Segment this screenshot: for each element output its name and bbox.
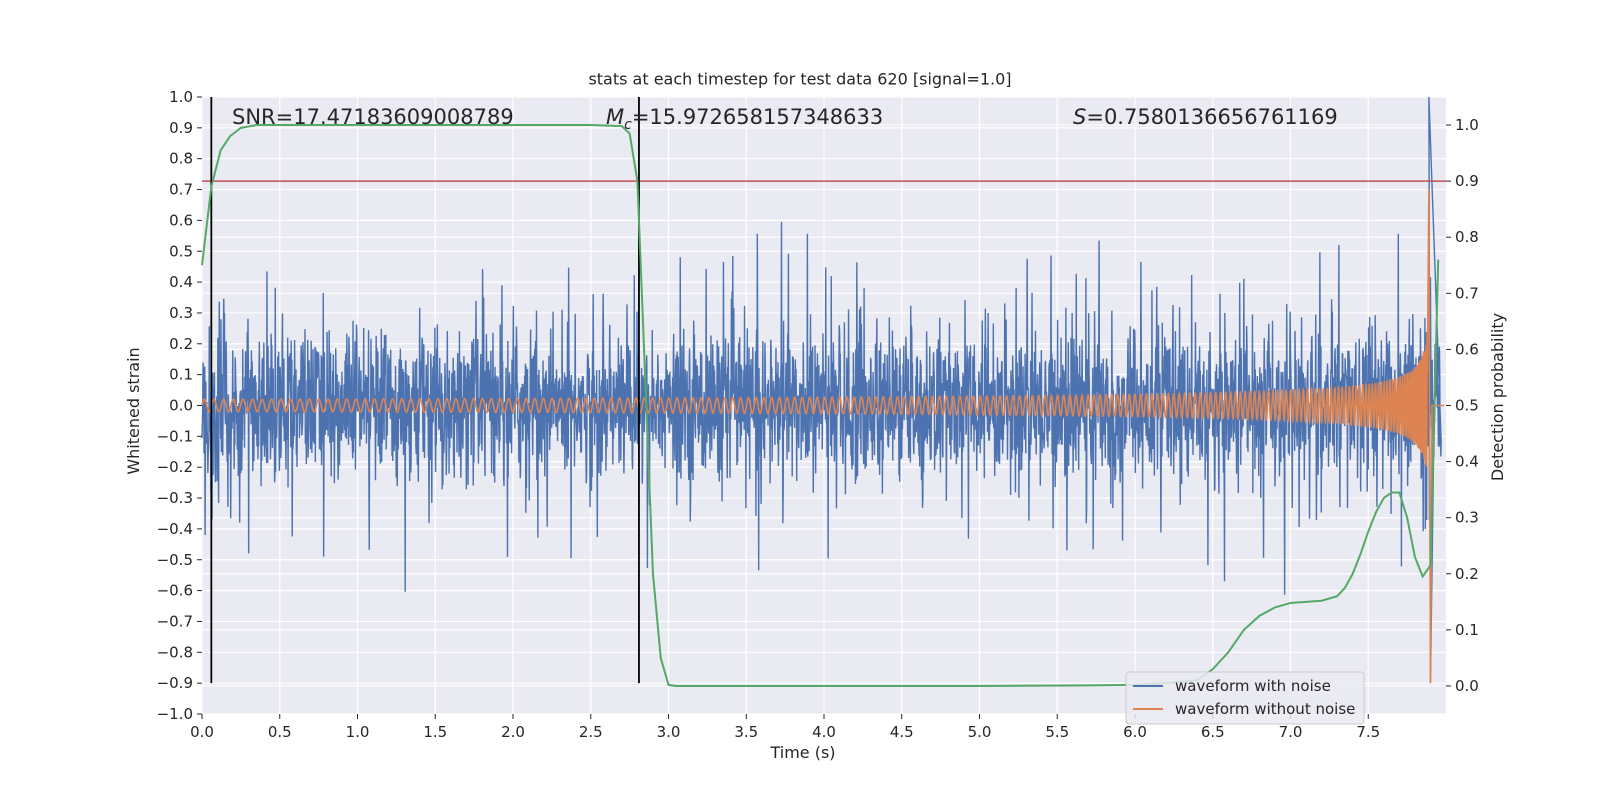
s-annotation: S=0.7580136656761169 [1073,105,1338,129]
x-tick-label: 1.5 [423,723,447,741]
y2-tick-label: 0.2 [1455,565,1479,583]
chirp-mass-annotation: Mc=15.972658157348633 [606,105,883,133]
x-tick-label: 3.0 [657,723,681,741]
s-value: =0.7580136656761169 [1086,105,1337,129]
x-tick-label: 4.5 [890,723,914,741]
x-tick-label: 0.5 [268,723,292,741]
y-tick-label: −0.5 [157,551,193,569]
y-tick-label: 0.5 [169,242,193,260]
y-tick-label: 0.4 [169,273,193,291]
x-tick-label: 6.0 [1123,723,1147,741]
y2-axis-label: Detection probability [1488,313,1507,481]
y-tick-label: −0.3 [157,489,193,507]
y2-tick-label: 0.4 [1455,453,1479,471]
y-tick-label: 0.6 [169,211,193,229]
y-axis-label: Whitened strain [124,347,143,474]
y-tick-label: −0.7 [157,612,193,630]
y2-tick-label: 1.0 [1455,116,1479,134]
y2-tick-label: 0.3 [1455,509,1479,527]
y2-tick-label: 0.0 [1455,677,1479,695]
x-tick-label: 3.5 [734,723,758,741]
y-tick-label: 1.0 [169,88,193,106]
series-waveform-with-noise [201,96,1442,684]
chart-title: stats at each timestep for test data 620… [588,70,1011,89]
x-tick-label: 6.5 [1201,723,1225,741]
x-tick-label: 5.5 [1045,723,1069,741]
y-tick-label: −0.2 [157,458,193,476]
x-tick-label: 0.0 [190,723,214,741]
y-tick-label: −0.1 [157,427,193,445]
chirp-mass-value: =15.972658157348633 [632,105,883,129]
y-tick-label: −0.4 [157,520,193,538]
y-tick-label: −1.0 [157,705,193,723]
y-tick-label: −0.9 [157,674,193,692]
x-tick-label: 5.0 [968,723,992,741]
y-tick-label: 0.2 [169,335,193,353]
y-tick-label: 0.1 [169,366,193,384]
y-tick-label: 0.8 [169,150,193,168]
legend-box [1125,671,1365,725]
x-tick-label: 7.5 [1356,723,1380,741]
y-tick-label: 0.9 [169,119,193,137]
x-tick-label: 2.0 [501,723,525,741]
legend-label-noise: waveform with noise [1175,677,1331,695]
x-tick-label: 4.0 [812,723,836,741]
chirp-mass-symbol: M [606,105,624,129]
x-tick-label: 7.0 [1279,723,1303,741]
y-tick-label: 0.3 [169,304,193,322]
y-tick-label: −0.6 [157,582,193,600]
snr-annotation: SNR=17.47183609008789 [232,105,514,129]
y2-tick-label: 0.9 [1455,172,1479,190]
legend-label-clean: waveform without noise [1175,700,1355,718]
legend: waveform with noise waveform without noi… [1125,671,1365,725]
x-tick-label: 1.0 [346,723,370,741]
y-tick-label: −0.8 [157,643,193,661]
y2-tick-label: 0.8 [1455,228,1479,246]
y-tick-label: 0.7 [169,181,193,199]
x-tick-label: 2.5 [579,723,603,741]
y-tick-label: 0.0 [169,397,193,415]
x-axis-label: Time (s) [769,743,835,762]
y2-tick-label: 0.5 [1455,397,1479,415]
series-waveform-without-noise [201,189,1445,684]
y2-tick-label: 0.1 [1455,621,1479,639]
s-symbol: S [1073,105,1086,129]
chirp-mass-subscript: c [624,117,632,133]
y2-tick-label: 0.6 [1455,340,1479,358]
y2-tick-label: 0.7 [1455,284,1479,302]
